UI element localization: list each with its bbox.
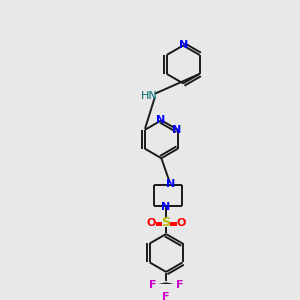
- Text: N: N: [160, 202, 170, 212]
- Text: F: F: [149, 280, 157, 290]
- Text: HN: HN: [141, 91, 158, 101]
- Text: F: F: [176, 280, 183, 290]
- Text: S: S: [162, 216, 171, 229]
- Text: O: O: [146, 218, 156, 228]
- Text: N: N: [178, 40, 188, 50]
- Text: N: N: [166, 179, 176, 189]
- Text: O: O: [177, 218, 186, 228]
- Text: N: N: [172, 125, 182, 135]
- Text: F: F: [162, 292, 170, 300]
- Text: N: N: [156, 115, 165, 125]
